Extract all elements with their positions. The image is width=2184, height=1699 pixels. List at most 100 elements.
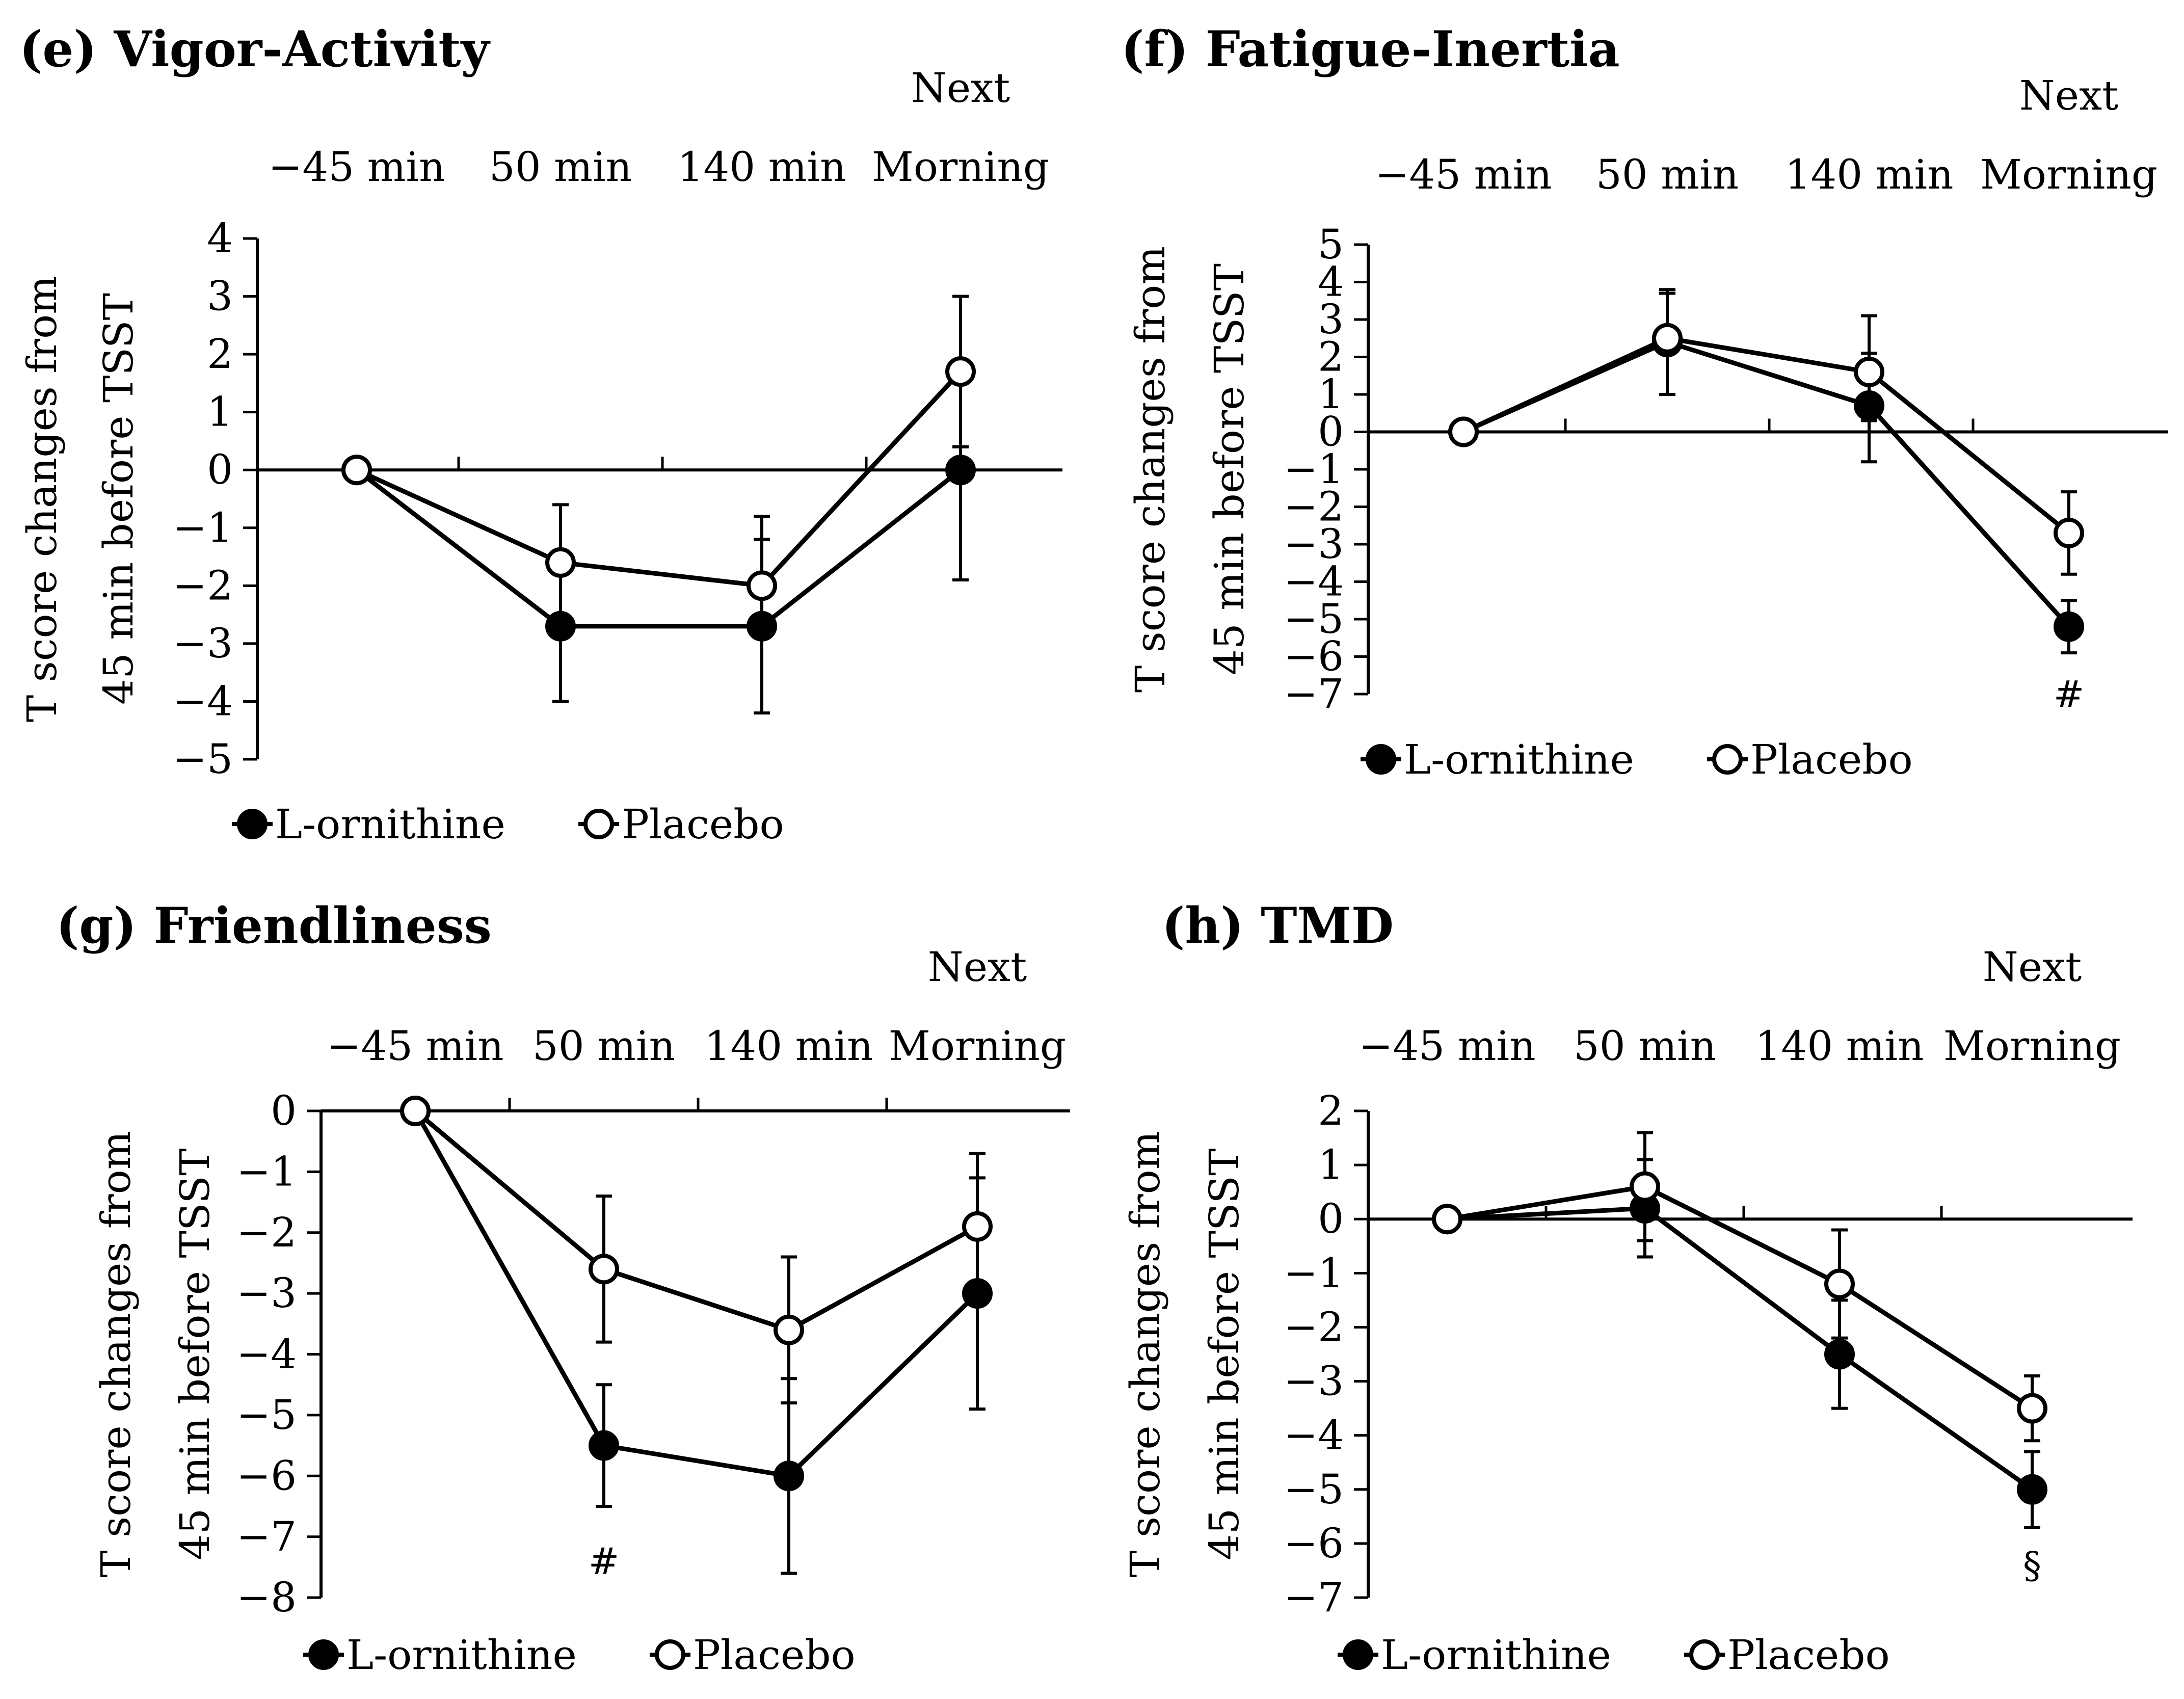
y-tick-label: 2	[1318, 1087, 1344, 1134]
y-tick-label: 2	[1318, 333, 1344, 381]
data-point-placebo	[341, 455, 372, 486]
data-point-placebo	[1432, 1204, 1462, 1235]
y-axis-label: 45 min before TSST	[1201, 1149, 1248, 1560]
legend-marker	[308, 1639, 339, 1670]
data-point-placebo	[747, 570, 777, 601]
y-tick-label: −4	[236, 1331, 297, 1378]
y-tick-label: −5	[1284, 1466, 1344, 1513]
legend-label: Placebo	[1727, 1631, 1890, 1679]
category-prefix-label: Next	[911, 64, 1010, 112]
y-tick-label: −6	[1284, 633, 1344, 680]
series-placebo	[414, 1109, 986, 1404]
data-point-placebo	[400, 1096, 431, 1126]
significance-marker: #	[2054, 673, 2084, 715]
chart-title: (e) Vigor-Activity	[19, 20, 491, 78]
legend: L-ornithine Placebo	[1361, 736, 1913, 783]
y-tick-label: 4	[1318, 258, 1344, 306]
data-point-placebo	[2054, 517, 2084, 548]
data-point-placebo	[2017, 1393, 2047, 1424]
category-label: Morning	[1980, 151, 2158, 198]
series-line	[355, 468, 962, 629]
data-point-l-ornithine	[545, 610, 576, 642]
chart-title: (h) TMD	[1162, 897, 1394, 954]
y-tick-label: −4	[173, 677, 233, 725]
y-axis-label: 45 min before TSST	[171, 1149, 219, 1560]
y-tick-label: −8	[236, 1574, 297, 1621]
y-tick-label: 0	[1318, 1195, 1344, 1242]
legend-marker	[1343, 1639, 1373, 1670]
y-axis-label: T score changes from	[92, 1131, 140, 1577]
series-line	[1447, 1206, 2034, 1492]
legend-marker	[583, 809, 614, 839]
y-tick-label: −7	[236, 1513, 297, 1560]
y-tick-label: 1	[1318, 370, 1344, 418]
series-l-ornithine	[1462, 288, 2077, 655]
y-axis-label: 45 min before TSST	[1206, 263, 1253, 675]
legend-label: Placebo	[693, 1631, 856, 1679]
y-tick-label: −7	[1284, 670, 1344, 718]
y-tick-label: 2	[207, 330, 233, 378]
data-point-placebo	[1824, 1268, 1855, 1299]
y-tick-label: −2	[173, 562, 233, 609]
legend-marker	[655, 1639, 685, 1670]
legend-label: Placebo	[622, 801, 784, 848]
y-tick-label: −6	[1284, 1520, 1344, 1567]
y-tick-label: 4	[207, 215, 233, 262]
data-point-l-ornithine	[2017, 1474, 2047, 1505]
y-tick-label: −7	[1284, 1574, 1344, 1621]
series-line	[1462, 339, 2071, 628]
data-point-placebo	[545, 547, 576, 578]
category-label: 50 min	[489, 143, 632, 191]
legend-label: L-ornithine	[1404, 736, 1634, 783]
legend-label: L-ornithine	[275, 801, 505, 848]
y-tick-label: −6	[236, 1452, 297, 1499]
data-point-l-ornithine	[747, 610, 777, 642]
data-point-placebo	[962, 1211, 993, 1242]
y-tick-label: −2	[1284, 483, 1344, 530]
panel-f: (f) Fatigue-Inertia −45 min 50 min 140 min M…	[1121, 20, 2168, 783]
legend-marker	[1712, 744, 1743, 775]
data-point-l-ornithine	[945, 455, 976, 486]
panel-h: (h) TMD −45 min 50 min 140 min Morning Next 2 1…	[1122, 897, 2133, 1679]
category-label: Morning	[872, 143, 1049, 191]
category-label: Morning	[1943, 1022, 2121, 1070]
y-axis-label: 45 min before TSST	[95, 293, 142, 705]
y-tick-label: −3	[236, 1269, 297, 1317]
data-point-placebo	[1854, 356, 1884, 387]
y-tick-label: 1	[207, 388, 233, 436]
y-tick-label: 3	[207, 273, 233, 320]
category-label: −45 min	[268, 143, 445, 191]
y-tick-label: 0	[271, 1087, 297, 1134]
y-tick-label: −4	[1284, 558, 1344, 605]
panel-e: (e) Vigor-Activity −45 min 50 min 140 min Mo…	[18, 20, 1062, 848]
y-axis-label: T score changes from	[18, 276, 66, 722]
data-point-placebo	[1630, 1171, 1660, 1202]
data-point-l-ornithine	[1824, 1339, 1855, 1370]
y-tick-label: −3	[173, 620, 233, 667]
legend-label: L-ornithine	[347, 1631, 577, 1679]
y-tick-label: 0	[1318, 408, 1344, 456]
y-tick-label: −1	[236, 1148, 297, 1195]
category-label: −45 min	[1359, 1022, 1535, 1070]
y-axis-label: T score changes from	[1122, 1131, 1169, 1577]
category-label: 140 min	[1785, 151, 1953, 198]
data-point-l-ornithine	[2054, 611, 2084, 642]
data-point-l-ornithine	[589, 1430, 619, 1461]
category-label: 50 min	[532, 1022, 675, 1070]
category-label: 140 min	[1755, 1022, 1924, 1070]
category-label: 140 min	[677, 143, 846, 191]
legend: L-ornithine Placebo	[303, 1631, 856, 1679]
y-tick-label: 5	[1318, 221, 1344, 268]
data-point-placebo	[945, 356, 976, 387]
y-tick-label: 1	[1318, 1141, 1344, 1188]
chart-title: (g) Friendliness	[56, 897, 492, 954]
data-point-placebo	[1652, 323, 1683, 354]
category-label: Morning	[889, 1022, 1066, 1070]
series-placebo	[1447, 1131, 2040, 1443]
significance-marker: #	[589, 1539, 619, 1582]
y-tick-label: −4	[1284, 1412, 1344, 1459]
y-tick-label: 3	[1318, 296, 1344, 343]
legend-label: L-ornithine	[1381, 1631, 1611, 1679]
category-label: −45 min	[1375, 151, 1552, 198]
y-axis-label: T score changes from	[1127, 246, 1174, 693]
